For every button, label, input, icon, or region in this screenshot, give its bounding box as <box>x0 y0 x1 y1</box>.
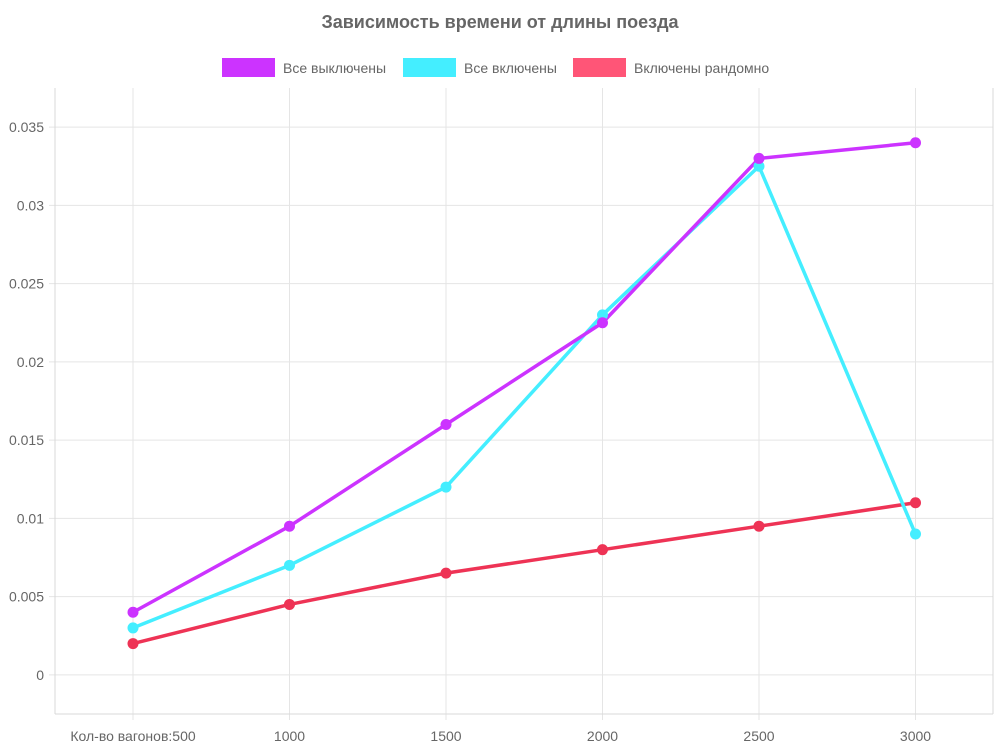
data-point[interactable] <box>284 598 295 610</box>
legend-swatch <box>573 58 626 77</box>
x-tick-label: 1500 <box>430 728 461 744</box>
legend-item[interactable]: Включены рандомно <box>573 58 769 77</box>
data-point[interactable] <box>753 160 765 172</box>
y-tick-label: 0.035 <box>9 119 44 135</box>
x-tick-label: 2000 <box>587 728 618 744</box>
series-lines <box>131 141 918 646</box>
data-point[interactable] <box>284 520 295 532</box>
series-points <box>127 137 921 650</box>
data-point[interactable] <box>440 418 452 430</box>
x-tick-label: Кол-во вагонов:500 <box>70 728 195 744</box>
data-point[interactable] <box>753 520 765 532</box>
y-tick-label: 0 <box>36 667 44 683</box>
data-point[interactable] <box>127 622 139 634</box>
data-point[interactable] <box>753 152 765 164</box>
data-point[interactable] <box>440 567 452 579</box>
legend-label: Все выключены <box>283 60 386 76</box>
x-tick-label: 3000 <box>900 728 931 744</box>
data-point[interactable] <box>910 497 921 509</box>
data-point[interactable] <box>284 559 295 571</box>
y-tick-label: 0.01 <box>17 510 44 526</box>
grid <box>49 88 994 720</box>
series-line <box>131 164 918 630</box>
y-tick-label: 0.02 <box>17 354 44 370</box>
series-line <box>131 500 918 646</box>
data-point[interactable] <box>910 528 921 540</box>
legend: Все выключены Все включены Включены рандом… <box>222 58 769 77</box>
data-point[interactable] <box>127 606 139 618</box>
x-tick-label: 2500 <box>743 728 774 744</box>
chart-title: Зависимость времени от длины поезда <box>321 12 679 32</box>
legend-swatch <box>403 58 456 77</box>
y-axis: 0 0.005 0.01 0.015 0.02 0.025 0.03 0.035 <box>9 119 44 683</box>
data-point[interactable] <box>597 309 608 321</box>
data-point[interactable] <box>127 638 139 650</box>
legend-item[interactable]: Все выключены <box>222 58 386 77</box>
legend-label: Включены рандомно <box>634 60 769 76</box>
data-point[interactable] <box>597 317 608 329</box>
data-point[interactable] <box>597 544 608 556</box>
y-tick-label: 0.005 <box>9 589 44 605</box>
y-tick-label: 0.025 <box>9 276 44 292</box>
legend-swatch <box>222 58 275 77</box>
x-tick-label: 1000 <box>274 728 305 744</box>
y-tick-label: 0.015 <box>9 432 44 448</box>
legend-item[interactable]: Все включены <box>403 58 557 77</box>
y-tick-label: 0.03 <box>17 197 44 213</box>
data-point[interactable] <box>440 481 452 493</box>
data-point[interactable] <box>910 137 921 149</box>
x-axis: Кол-во вагонов:500 1000 1500 2000 2500 3000 <box>70 728 931 744</box>
series-line <box>131 141 918 615</box>
legend-label: Все включены <box>464 60 557 76</box>
